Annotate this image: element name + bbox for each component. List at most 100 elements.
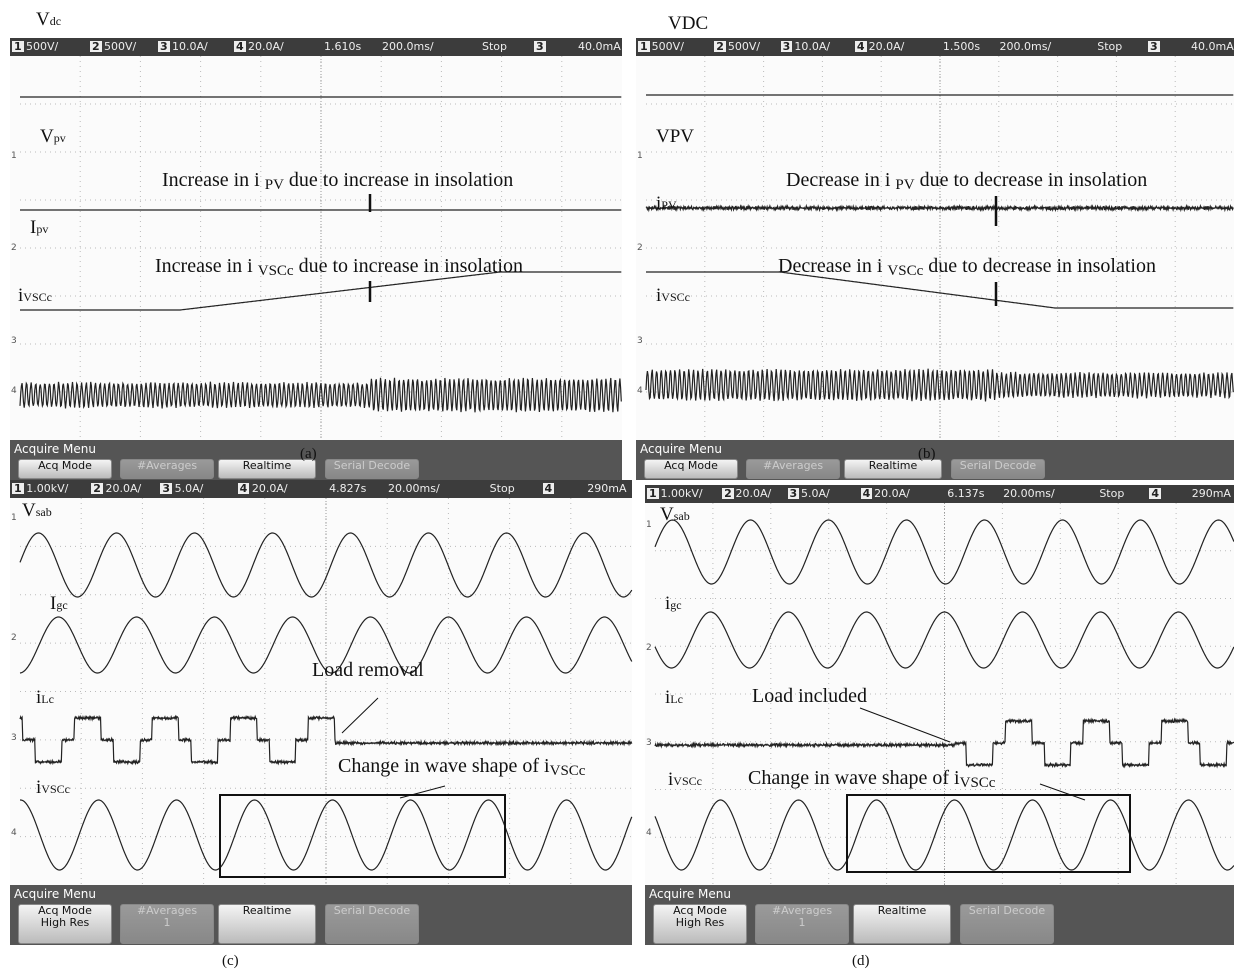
status-item: 1: [647, 488, 659, 499]
caption: (b): [918, 447, 936, 462]
trace-label: Vsab: [660, 505, 690, 524]
status-item: 5.0A/: [175, 483, 204, 494]
status-item: 20.00ms/: [1003, 488, 1055, 499]
status-item: 4: [234, 41, 246, 52]
status-text: 20.00ms/: [388, 482, 440, 495]
status-item: 500V/: [652, 41, 684, 52]
status-item: 20.0A/: [248, 41, 284, 52]
menu-button: #Averages: [120, 459, 214, 479]
trace-label-sub: VSCc: [23, 290, 52, 304]
annotation: Increase in i PV due to increase in inso…: [162, 170, 513, 190]
panel-title: Vdc: [36, 10, 61, 29]
channel-marker: 2: [637, 244, 643, 253]
annotation: Load removal: [312, 660, 424, 680]
status-item: 10.0A/: [794, 41, 830, 52]
channel-number: 1: [637, 151, 643, 161]
status-item: 20.00ms/: [388, 483, 440, 494]
trace-label: iVSCc: [18, 286, 52, 305]
channel-number: 1: [11, 513, 17, 523]
status-item: 5.0A/: [801, 488, 830, 499]
status-text: 20.0A/: [106, 482, 142, 495]
status-item: 40.0mA: [578, 41, 621, 52]
status-text: 1.610s: [324, 40, 361, 53]
status-text: 5.0A/: [801, 487, 830, 500]
button-text: Realtime: [243, 459, 292, 472]
status-text: 4.827s: [329, 482, 366, 495]
channel-marker: 4: [646, 829, 652, 838]
status-text: 2: [93, 482, 101, 495]
channel-number: 1: [646, 520, 652, 530]
annotation-part: Load removal: [312, 659, 424, 681]
status-item: 3: [534, 41, 546, 52]
annotation-part: Increase in i: [155, 255, 258, 277]
status-item: 500V/: [104, 41, 136, 52]
button-text: 1: [164, 916, 171, 929]
channel-number: 2: [646, 643, 652, 653]
caption-text: (a): [300, 446, 317, 462]
status-item: 200.0ms/: [382, 41, 434, 52]
status-item: 40.0mA: [1191, 41, 1234, 52]
status-item: 20.0A/: [874, 488, 910, 499]
menu-button: Serial Decode: [325, 459, 419, 479]
menu-title-text: Acquire Menu: [640, 442, 722, 456]
status-item: 1: [638, 41, 650, 52]
annotation: Change in wave shape of iVSCc: [338, 756, 585, 776]
annotation-part: due to decrease in insolation: [915, 169, 1148, 191]
caption-text: (b): [918, 446, 936, 462]
status-text: 20.0A/: [248, 40, 284, 53]
caption: (d): [852, 954, 870, 969]
status-text: 2: [724, 487, 732, 500]
menu-button: #Averages1: [755, 904, 849, 944]
channel-marker: 2: [11, 634, 17, 643]
annotation-part: PV: [265, 177, 284, 193]
trace-label-base: V: [40, 126, 54, 147]
trace-label: Igc: [50, 594, 68, 613]
status-text: 2: [716, 40, 724, 53]
status-item: 290mA: [587, 483, 626, 494]
status-bar: [10, 38, 622, 56]
status-text: 3: [536, 40, 544, 53]
menu-button: Serial Decode: [960, 904, 1054, 944]
status-text: 6.137s: [947, 487, 984, 500]
button-text: Acq Mode: [673, 904, 727, 917]
channel-number: 3: [646, 738, 652, 748]
status-item: 20.0A/: [736, 488, 772, 499]
status-item: 6.137s: [947, 488, 984, 499]
status-text: 500V/: [104, 40, 136, 53]
trace-label: VPV: [656, 127, 694, 146]
channel-marker: 2: [646, 644, 652, 653]
trace-label-sub: PV: [661, 198, 676, 212]
annotation-part: Decrease in i: [786, 169, 895, 191]
status-text: 2: [92, 40, 100, 53]
status-item: 2: [91, 483, 103, 494]
button-text: #Averages: [137, 459, 197, 472]
annotation-part: PV: [895, 177, 914, 193]
status-item: 20.0A/: [106, 483, 142, 494]
status-item: 1: [12, 483, 24, 494]
trace-label-sub: gc: [670, 598, 681, 612]
status-item: Stop: [1099, 488, 1124, 499]
status-item: 1.500s: [943, 41, 980, 52]
status-text: 500V/: [26, 40, 58, 53]
status-item: 4: [1149, 488, 1161, 499]
channel-number: 4: [11, 828, 17, 838]
channel-marker: 3: [637, 337, 643, 346]
panel-title-base: VDC: [668, 13, 708, 34]
trace-label: iVSCc: [36, 778, 70, 797]
annotation-part: due to increase in insolation: [284, 169, 513, 191]
annotation-part: VSCc: [550, 763, 586, 779]
channel-number: 3: [11, 336, 17, 346]
trace-label-base: V: [660, 504, 674, 525]
trace-label-sub: Lc: [670, 692, 683, 706]
button-text: High Res: [41, 916, 89, 929]
channel-number: 1: [11, 151, 17, 161]
status-item: 1: [12, 41, 24, 52]
channel-marker: 4: [637, 387, 643, 396]
trace-label-sub: pv: [54, 131, 66, 145]
trace-label: iLc: [36, 688, 54, 707]
panel-title-base: V: [36, 9, 50, 30]
annotation-part: Change in wave shape of i: [748, 767, 960, 789]
status-item: 4: [238, 483, 250, 494]
menu-title-text: Acquire Menu: [649, 887, 731, 901]
button-text: High Res: [676, 916, 724, 929]
